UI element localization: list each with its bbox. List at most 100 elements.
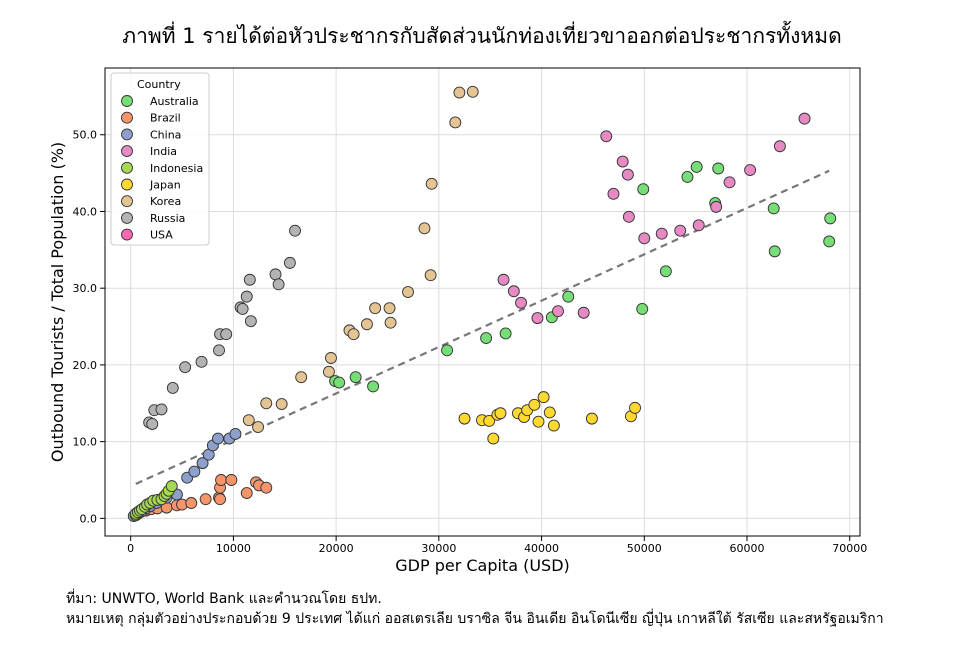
legend-marker [121,195,133,208]
point [146,418,159,430]
x-tick-label: 40000 [524,542,559,555]
series-indonesia [129,480,178,520]
point [424,269,437,282]
point [225,474,238,486]
point [552,305,564,318]
point [692,219,705,232]
legend-marker [121,211,133,224]
point [240,487,253,499]
point [528,398,541,411]
point [425,177,438,190]
legend-label: Australia [150,95,199,108]
point [179,361,192,374]
point [196,457,209,470]
point [494,407,507,420]
legend-label: Indonesia [150,162,203,175]
chart-title: ภาพที่ 1 รายได้ต่อหัวประชากรกับสัดส่วนนั… [122,24,842,48]
point [289,224,301,237]
point [369,302,382,315]
point [383,302,396,315]
trend-line [135,169,830,485]
trendline [135,169,830,485]
x-axis-ticks: 0 10000 20000 30000 40000 50000 60000 70000 [127,536,867,555]
point [441,344,454,357]
point [585,412,598,425]
point [295,371,308,384]
point [215,474,228,486]
source-note: ที่มา: UNWTO, World Bank และคำนวณโดย ธปท… [66,591,382,607]
point [483,414,496,427]
point [185,497,198,509]
point [629,401,641,414]
legend-marker [121,128,133,141]
point [607,187,620,200]
y-axis-ticks: 0.0 10.0 20.0 30.0 40.0 50.0 [73,129,105,525]
point [537,391,550,404]
y-axis-label: Outbound Tourists / Total Population (%) [48,142,67,462]
series-russia [143,224,301,430]
x-tick-label: 70000 [832,542,867,555]
legend-marker [121,111,133,124]
point [497,273,510,286]
legend-label: India [150,145,177,158]
legend-title: Country [137,78,181,91]
y-tick-label: 20.0 [73,359,98,372]
point [480,332,493,345]
point [621,168,634,181]
point [681,170,694,183]
series-australia [329,161,837,393]
point [532,415,545,428]
point [165,480,178,493]
point [712,162,725,175]
point [638,232,651,245]
point [195,355,208,368]
point [347,328,360,341]
point [767,202,780,215]
point [515,296,527,309]
point [166,381,179,394]
point [655,227,668,240]
point [659,265,672,278]
point [240,290,253,303]
y-tick-label: 10.0 [73,436,98,449]
point [577,306,590,319]
point [562,290,575,303]
point [723,176,736,189]
point [798,112,811,125]
point [418,222,431,235]
point [269,268,282,281]
point [823,235,836,248]
point [453,86,466,99]
point [214,493,226,506]
point [622,210,635,223]
legend-box [110,72,210,246]
point [402,286,414,298]
legend-marker [121,95,133,107]
legend-marker [121,228,133,241]
point [547,419,560,432]
point [637,183,650,196]
point [275,398,288,410]
x-axis-label: GDP per Capita (USD) [395,556,570,575]
point [155,403,168,416]
point [243,273,256,286]
grid [105,68,860,536]
point [272,278,285,291]
point [212,432,224,445]
x-tick-label: 20000 [319,542,354,555]
point [824,212,837,225]
legend-marker [121,145,133,158]
point [466,85,479,98]
point [636,302,649,315]
point [244,315,257,328]
point [744,164,757,176]
series-japan [458,391,641,445]
point [710,200,723,213]
point [674,224,687,237]
point [322,365,335,378]
point [773,140,786,153]
point [333,376,346,389]
plot-frame [104,67,861,537]
legend-label: USA [150,229,173,242]
